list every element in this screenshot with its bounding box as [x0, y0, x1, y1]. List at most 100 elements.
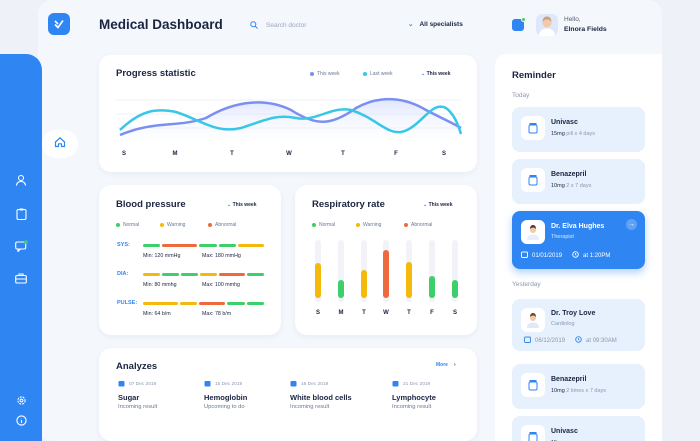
progress-day-label: F — [394, 151, 398, 157]
medication-card[interactable]: Benazepril 10mg 2 times x 7 days — [512, 364, 645, 409]
calendar-icon — [524, 336, 531, 345]
analysis-name: Sugar — [118, 393, 140, 402]
sys-label: SYS: — [117, 242, 130, 248]
resp-day-label: T — [407, 310, 411, 316]
pulse-label: PULSE: — [117, 300, 138, 306]
chevron-down-icon: ⌄ — [227, 202, 233, 208]
resp-bar — [315, 263, 321, 298]
pill-bottle-icon — [521, 116, 545, 140]
legend-abnormal: Abnormal — [208, 222, 236, 228]
user-name[interactable]: Elnora Fields — [564, 26, 607, 33]
resp-day-label: W — [383, 310, 389, 316]
medication-card[interactable]: Univasc 15mg — [512, 416, 645, 441]
analysis-name: Lymphocyte — [392, 393, 436, 402]
this-week-line — [119, 97, 462, 137]
analysis-result: Upcoming to do — [204, 404, 245, 410]
legend-this-week: This week — [310, 71, 340, 77]
analysis-item[interactable]: 16 Dec 2019 White blood cells Incoming r… — [290, 380, 352, 410]
notification-dot — [521, 17, 526, 22]
medication-dose: 15mg pill x 4 days — [551, 131, 596, 137]
home-nav-item[interactable] — [42, 130, 78, 158]
progress-chart — [116, 97, 463, 148]
calendar-icon — [118, 380, 125, 389]
analysis-item[interactable]: 21 Dec 2019 Lymphocyte Incoming result — [392, 380, 436, 410]
resp-day-label: M — [338, 310, 344, 316]
clock-icon — [575, 336, 582, 345]
search-input[interactable]: Search doctor — [250, 14, 470, 36]
dia-min: Min: 80 mmhg — [143, 282, 177, 288]
settings-icon[interactable] — [0, 388, 42, 412]
sys-bar — [143, 244, 265, 247]
page-title: Medical Dashboard — [99, 17, 223, 32]
resp-bar — [429, 276, 435, 298]
medkit-icon[interactable] — [0, 266, 42, 290]
analysis-result: Incoming result — [290, 404, 330, 410]
progress-day-label: S — [121, 151, 126, 157]
analysis-item[interactable]: 07 Dec 2019 Sugar Incoming result — [118, 380, 157, 410]
doctor-avatar — [521, 308, 545, 332]
arrow-right-icon[interactable]: → — [626, 219, 637, 230]
calendar-icon — [521, 251, 528, 260]
analysis-item[interactable]: 15 Dec 2019 Hemoglobin Upcoming to do — [204, 380, 247, 410]
resp-day-label: S — [315, 310, 320, 316]
appointment-date: 01/01/2019 at 1:20PM — [521, 251, 610, 260]
legend-last-week: Last week — [363, 71, 393, 77]
legend-normal: Normal — [312, 222, 335, 228]
legend-warning: Warning — [160, 222, 185, 228]
resp-period-dropdown[interactable]: ⌄ This week — [423, 202, 453, 208]
doctor-role: Cardiolog — [551, 321, 575, 327]
progress-day-label: M — [172, 151, 178, 157]
bp-period-dropdown[interactable]: ⌄ This week — [227, 202, 257, 208]
yesterday-label: Yesterday — [512, 281, 541, 288]
appointment-card-active[interactable]: Dr. Elva Hughes Therapist → 01/01/2019 a… — [512, 211, 645, 269]
progress-title: Progress statistic — [116, 68, 196, 79]
legend-normal: Normal — [116, 222, 139, 228]
medication-dose: 10mg 2 times x 7 days — [551, 388, 607, 394]
doctor-avatar — [521, 220, 545, 244]
clipboard-icon[interactable] — [0, 202, 42, 226]
more-link[interactable]: More › — [436, 362, 456, 368]
resp-day-label: F — [430, 310, 434, 316]
medication-card[interactable]: Benazepril 10mg 2 x 7 days — [512, 159, 645, 204]
respiratory-chart — [315, 240, 458, 302]
pulse-max: Max: 78 b/m — [202, 311, 232, 317]
progress-period-dropdown[interactable]: ⌄ This week — [421, 71, 451, 77]
medication-name: Benazepril — [551, 376, 587, 383]
pill-bottle-icon — [521, 168, 545, 192]
medication-name: Univasc — [551, 119, 578, 126]
medication-name: Benazepril — [551, 171, 587, 178]
today-label: Today — [512, 92, 530, 99]
analysis-name: White blood cells — [290, 393, 352, 402]
analysis-result: Incoming result — [392, 404, 432, 410]
respiratory-title: Respiratory rate — [312, 199, 385, 210]
analyzes-title: Analyzes — [116, 361, 158, 372]
analysis-result: Incoming result — [118, 404, 158, 410]
resp-bar — [338, 280, 344, 298]
logo-icon — [54, 20, 64, 29]
analyzes-card — [99, 348, 477, 441]
dia-max: Max: 100 mmhg — [202, 282, 240, 288]
analysis-date: 07 Dec 2019 — [129, 382, 157, 387]
blood-pressure-card — [99, 185, 281, 335]
medication-card[interactable]: Univasc 15mg pill x 4 days — [512, 107, 645, 152]
doctor-role: Therapist — [551, 234, 574, 240]
pill-bottle-icon — [521, 373, 545, 397]
specialists-dropdown[interactable]: ⌄ All specialists — [408, 20, 463, 28]
doctor-icon[interactable] — [0, 168, 42, 192]
chat-icon[interactable] — [0, 234, 42, 258]
notification-bell-icon[interactable] — [512, 17, 526, 31]
chevron-right-icon: › — [453, 362, 456, 368]
calendar-icon — [290, 380, 297, 389]
doctor-name: Dr. Elva Hughes — [551, 223, 605, 230]
appointment-card[interactable]: Dr. Troy Love Cardiolog 06/12/2019 at 09… — [512, 299, 645, 351]
doctor-name: Dr. Troy Love — [551, 310, 596, 317]
resp-bar — [361, 270, 367, 298]
resp-bar — [406, 262, 412, 298]
chevron-down-icon: ⌄ — [423, 202, 429, 208]
info-icon[interactable] — [0, 408, 42, 432]
home-icon — [54, 135, 66, 153]
sys-max: Max: 180 mmHg — [202, 253, 241, 259]
progress-day-label: W — [286, 151, 292, 157]
app-logo[interactable] — [48, 13, 70, 35]
avatar[interactable] — [536, 14, 558, 36]
